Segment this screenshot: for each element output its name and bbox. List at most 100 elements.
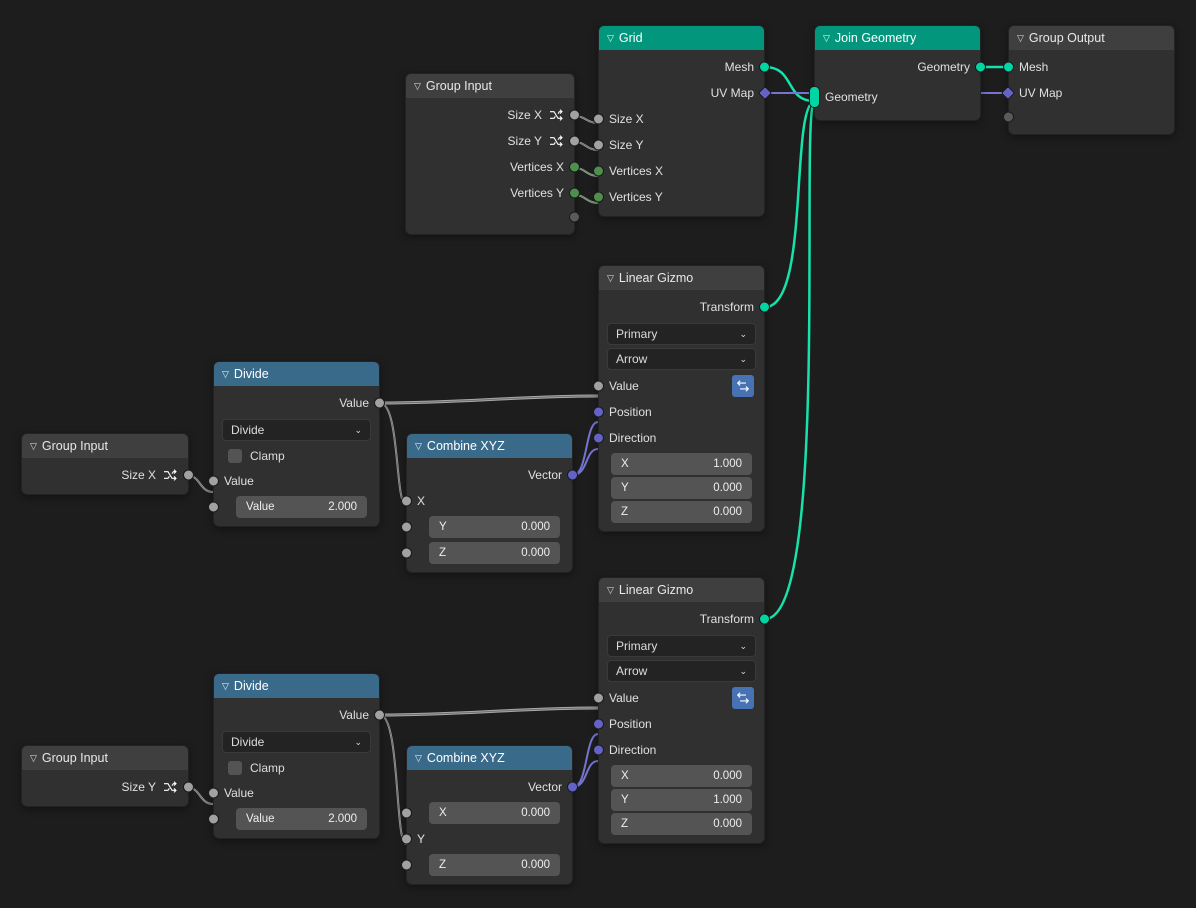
input-z: Z 0.000	[407, 852, 572, 878]
node-header[interactable]: ▽ Group Input	[22, 746, 188, 770]
clamp-checkbox[interactable]: Clamp	[214, 756, 379, 780]
input-z: Z 0.000	[407, 540, 572, 566]
socket-in[interactable]	[208, 502, 219, 513]
socket-in[interactable]	[208, 814, 219, 825]
dir-z-field[interactable]: Z0.000	[611, 813, 752, 835]
socket-in[interactable]	[593, 693, 604, 704]
socket-in[interactable]	[593, 719, 604, 730]
node-header[interactable]: ▽ Divide	[214, 674, 379, 698]
node-header[interactable]: ▽ Group Input	[406, 74, 574, 98]
dir-z-field[interactable]: Z0.000	[611, 501, 752, 523]
node-title: Divide	[234, 679, 269, 693]
socket-out[interactable]	[975, 62, 986, 73]
input-value-a: Value	[214, 780, 379, 806]
socket-in[interactable]	[401, 496, 412, 507]
node-combine-xyz-1[interactable]: ▽ Combine XYZ Vector X Y 0.000 Z 0.000	[406, 433, 573, 573]
socket-in[interactable]	[593, 114, 604, 125]
operation-dropdown[interactable]: Divide ⌄	[222, 731, 371, 753]
socket-out[interactable]	[569, 188, 580, 199]
node-divide-2[interactable]: ▽ Divide Value Divide ⌄ Clamp Value Valu…	[213, 673, 380, 839]
socket-out[interactable]	[759, 614, 770, 625]
shape-dropdown[interactable]: Arrow ⌄	[607, 348, 756, 370]
node-header[interactable]: ▽ Combine XYZ	[407, 434, 572, 458]
socket-out[interactable]	[569, 212, 580, 223]
z-field[interactable]: Z 0.000	[429, 854, 560, 876]
x-field[interactable]: X 0.000	[429, 802, 560, 824]
color-mode-dropdown[interactable]: Primary ⌄	[607, 323, 756, 345]
socket-out[interactable]	[567, 782, 578, 793]
socket-in[interactable]	[401, 834, 412, 845]
socket-out[interactable]	[183, 470, 194, 481]
socket-in[interactable]	[593, 192, 604, 203]
socket-in[interactable]	[1003, 62, 1014, 73]
socket-in[interactable]	[593, 407, 604, 418]
socket-in[interactable]	[401, 808, 412, 819]
dir-x-field[interactable]: X0.000	[611, 765, 752, 787]
value-field[interactable]: Value 2.000	[236, 496, 367, 518]
node-group-input-main[interactable]: ▽ Group Input Size X Size Y Vertices X V…	[405, 73, 575, 235]
input-direction: Direction	[599, 737, 764, 763]
socket-out[interactable]	[569, 162, 580, 173]
color-mode-dropdown[interactable]: Primary ⌄	[607, 635, 756, 657]
node-linear-gizmo-1[interactable]: ▽ Linear Gizmo Transform Primary ⌄ Arrow…	[598, 265, 765, 532]
input-value: Value	[599, 685, 764, 711]
chevron-down-icon: ▽	[607, 273, 614, 284]
node-header[interactable]: ▽ Group Output	[1009, 26, 1174, 50]
socket-in[interactable]	[593, 140, 604, 151]
socket-in[interactable]	[1001, 86, 1015, 100]
node-header[interactable]: ▽ Divide	[214, 362, 379, 386]
socket-out[interactable]	[567, 470, 578, 481]
chevron-down-icon: ▽	[1017, 33, 1024, 44]
node-header[interactable]: ▽ Linear Gizmo	[599, 578, 764, 602]
dir-y-field[interactable]: Y0.000	[611, 477, 752, 499]
node-group-input-y[interactable]: ▽ Group Input Size Y	[21, 745, 189, 807]
socket-out[interactable]	[759, 302, 770, 313]
chevron-down-icon: ⌄	[739, 329, 747, 340]
dir-x-field[interactable]: X1.000	[611, 453, 752, 475]
socket-in[interactable]	[208, 476, 219, 487]
node-title: Join Geometry	[835, 31, 916, 45]
swap-icon[interactable]	[732, 375, 754, 397]
node-linear-gizmo-2[interactable]: ▽ Linear Gizmo Transform Primary ⌄ Arrow…	[598, 577, 765, 844]
node-header[interactable]: ▽ Join Geometry	[815, 26, 980, 50]
shape-dropdown[interactable]: Arrow ⌄	[607, 660, 756, 682]
socket-in[interactable]	[401, 548, 412, 559]
socket-in[interactable]	[401, 522, 412, 533]
socket-out[interactable]	[758, 86, 772, 100]
socket-in[interactable]	[593, 433, 604, 444]
operation-dropdown[interactable]: Divide ⌄	[222, 419, 371, 441]
socket-in[interactable]	[593, 745, 604, 756]
node-group-output[interactable]: ▽ Group Output Mesh UV Map	[1008, 25, 1175, 135]
swap-icon[interactable]	[732, 687, 754, 709]
checkbox-icon	[228, 761, 242, 775]
socket-out[interactable]	[374, 710, 385, 721]
socket-out[interactable]	[569, 110, 580, 121]
socket-in[interactable]	[1003, 112, 1014, 123]
clamp-checkbox[interactable]: Clamp	[214, 444, 379, 468]
socket-in[interactable]	[593, 381, 604, 392]
node-join-geometry[interactable]: ▽ Join Geometry Geometry Geometry	[814, 25, 981, 121]
output-size-y: Size Y	[406, 128, 574, 154]
socket-out[interactable]	[374, 398, 385, 409]
node-header[interactable]: ▽ Combine XYZ	[407, 746, 572, 770]
z-field[interactable]: Z 0.000	[429, 542, 560, 564]
node-combine-xyz-2[interactable]: ▽ Combine XYZ Vector X 0.000 Y Z 0.000	[406, 745, 573, 885]
socket-out[interactable]	[183, 782, 194, 793]
value-field[interactable]: Value 2.000	[236, 808, 367, 830]
output-mesh: Mesh	[599, 54, 764, 80]
dir-y-field[interactable]: Y1.000	[611, 789, 752, 811]
socket-out[interactable]	[759, 62, 770, 73]
socket-in[interactable]	[401, 860, 412, 871]
node-divide-1[interactable]: ▽ Divide Value Divide ⌄ Clamp Value Valu…	[213, 361, 380, 527]
node-header[interactable]: ▽ Grid	[599, 26, 764, 50]
node-header[interactable]: ▽ Group Input	[22, 434, 188, 458]
chevron-down-icon: ▽	[607, 33, 614, 44]
socket-in[interactable]	[208, 788, 219, 799]
node-header[interactable]: ▽ Linear Gizmo	[599, 266, 764, 290]
socket-out[interactable]	[569, 136, 580, 147]
node-group-input-x[interactable]: ▽ Group Input Size X	[21, 433, 189, 495]
y-field[interactable]: Y 0.000	[429, 516, 560, 538]
socket-in-multi[interactable]	[809, 86, 820, 108]
socket-in[interactable]	[593, 166, 604, 177]
node-grid[interactable]: ▽ Grid Mesh UV Map Size X Size Y Vertice…	[598, 25, 765, 217]
